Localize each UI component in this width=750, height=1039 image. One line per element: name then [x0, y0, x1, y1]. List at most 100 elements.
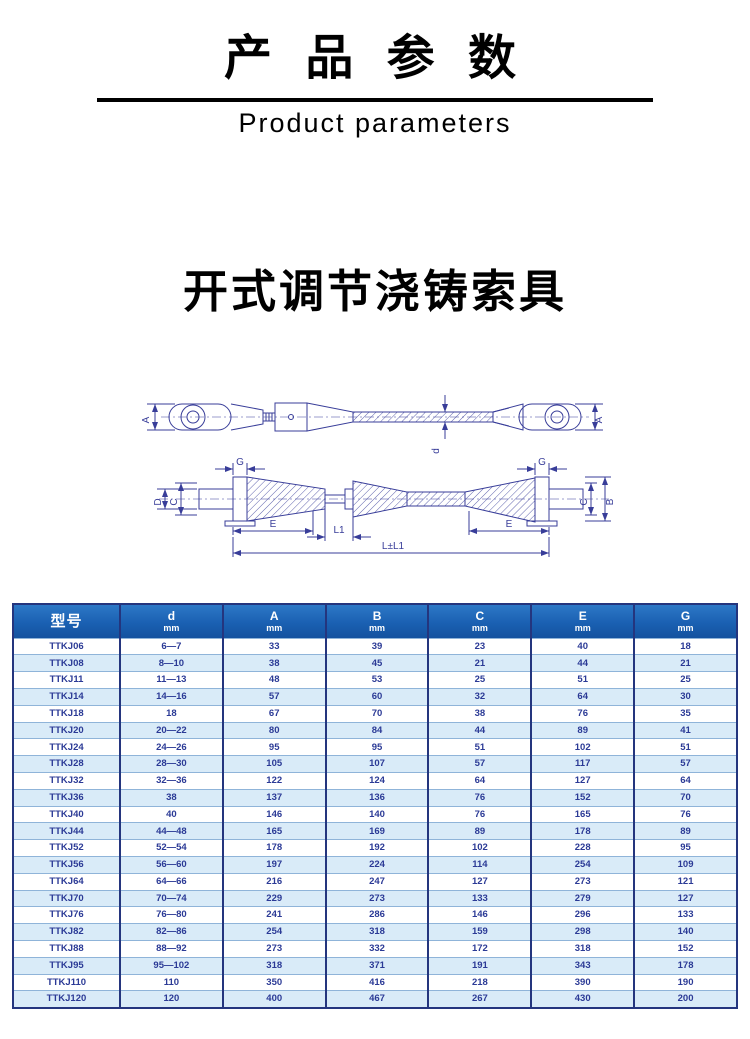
value-cell: 64—66 — [118, 872, 223, 891]
value-cell: 80 — [221, 721, 326, 739]
product-title: 开式调节浇铸索具 — [182, 265, 567, 317]
value-cell: 279 — [530, 889, 635, 907]
value-cell: 120 — [118, 990, 223, 1009]
col-header-e: E mm — [530, 603, 635, 639]
dim-label-g-left: G — [236, 457, 244, 468]
value-cell: 121 — [633, 872, 737, 891]
value-cell: 44—48 — [118, 822, 223, 840]
value-cell: 152 — [633, 939, 737, 958]
model-cell: TTKJ24 — [13, 738, 120, 756]
table-header-row: 型号 d mm A mm B mm C — [13, 603, 737, 639]
value-cell: 38 — [427, 704, 532, 723]
value-cell: 24—26 — [118, 738, 223, 756]
value-cell: 254 — [530, 855, 635, 874]
model-cell: TTKJ120 — [13, 990, 120, 1009]
value-cell: 228 — [530, 839, 635, 857]
value-cell: 146 — [427, 906, 532, 924]
value-cell: 52—54 — [118, 839, 223, 857]
value-cell: 38 — [221, 654, 326, 672]
value-cell: 191 — [427, 956, 532, 975]
value-cell: 178 — [530, 822, 635, 840]
table-row: TTKJ36 38 137 136 76 152 70 — [13, 788, 737, 807]
value-cell: 25 — [427, 671, 532, 689]
table-row: TTKJ70 70—74 229 273 133 279 127 — [13, 889, 737, 907]
table-row: TTKJ24 24—26 95 95 51 102 51 — [13, 738, 737, 756]
col-header-c: C mm — [427, 603, 532, 639]
value-cell: 197 — [221, 855, 326, 874]
spec-table-body: TTKJ06 6—7 33 39 23 40 18 TTKJ08 8—10 38 45 21 44 21 T… — [13, 637, 737, 1009]
value-cell: 216 — [221, 872, 326, 891]
value-cell: 6—7 — [118, 637, 223, 655]
value-cell: 32 — [427, 687, 532, 706]
right-eye — [518, 403, 582, 431]
col-header-b: B mm — [324, 603, 429, 639]
value-cell: 254 — [221, 923, 326, 941]
col-header-a: A mm — [221, 603, 326, 639]
value-cell: 64 — [633, 771, 737, 790]
value-cell: 146 — [221, 805, 326, 823]
value-cell: 140 — [633, 923, 737, 941]
value-cell: 124 — [324, 771, 429, 790]
value-cell: 140 — [324, 805, 429, 823]
right-jaw — [548, 488, 584, 510]
model-cell: TTKJ82 — [13, 923, 120, 941]
value-cell: 152 — [530, 788, 635, 807]
model-cell: TTKJ06 — [13, 637, 120, 655]
col-header-d: d mm — [118, 603, 223, 639]
model-cell: TTKJ70 — [13, 889, 120, 907]
value-cell: 371 — [324, 956, 429, 975]
value-cell: 39 — [324, 637, 429, 655]
value-cell: 229 — [221, 889, 326, 907]
value-cell: 133 — [633, 906, 737, 924]
value-cell: 105 — [221, 755, 326, 773]
value-cell: 41 — [633, 721, 737, 739]
value-cell: 343 — [530, 956, 635, 975]
value-cell: 44 — [427, 721, 532, 739]
model-cell: TTKJ40 — [13, 805, 120, 823]
dim-label-a-left: A — [141, 416, 152, 423]
value-cell: 95 — [324, 738, 429, 756]
value-cell: 8—10 — [118, 654, 223, 672]
model-cell: TTKJ44 — [13, 822, 120, 840]
model-cell: TTKJ32 — [13, 771, 120, 790]
value-cell: 390 — [530, 973, 635, 991]
model-cell: TTKJ08 — [13, 654, 120, 672]
value-cell: 247 — [324, 872, 429, 891]
table-row: TTKJ120 120 400 467 267 430 200 — [13, 990, 737, 1009]
table-row: TTKJ14 14—16 57 60 32 64 30 — [13, 687, 737, 706]
value-cell: 64 — [427, 771, 532, 790]
value-cell: 218 — [427, 973, 532, 991]
value-cell: 224 — [324, 855, 429, 874]
value-cell: 241 — [221, 906, 326, 924]
value-cell: 84 — [324, 721, 429, 739]
value-cell: 416 — [324, 973, 429, 991]
value-cell: 332 — [324, 939, 429, 958]
value-cell: 467 — [324, 990, 429, 1009]
spec-table-section: 型号 d mm A mm B mm C — [12, 602, 738, 1010]
table-row: TTKJ08 8—10 38 45 21 44 21 — [13, 654, 737, 672]
value-cell: 11—13 — [118, 671, 223, 689]
value-cell: 57 — [221, 687, 326, 706]
col-header-model: 型号 — [13, 603, 120, 639]
table-row: TTKJ110 110 350 416 218 390 190 — [13, 973, 737, 991]
value-cell: 318 — [221, 956, 326, 975]
value-cell: 18 — [633, 637, 737, 655]
model-cell: TTKJ76 — [13, 906, 120, 924]
value-cell: 70 — [324, 704, 429, 723]
value-cell: 267 — [427, 990, 532, 1009]
value-cell: 273 — [324, 889, 429, 907]
value-cell: 45 — [324, 654, 429, 672]
value-cell: 76 — [427, 805, 532, 823]
value-cell: 32—36 — [118, 771, 223, 790]
value-cell: 40 — [530, 637, 635, 655]
value-cell: 14—16 — [118, 687, 223, 706]
page-subtitle: Product parameters — [238, 107, 512, 138]
value-cell: 38 — [118, 788, 223, 807]
value-cell: 318 — [530, 939, 635, 958]
value-cell: 70—74 — [118, 889, 223, 907]
value-cell: 67 — [221, 704, 326, 723]
value-cell: 296 — [530, 906, 635, 924]
value-cell: 88—92 — [118, 939, 223, 958]
value-cell: 76 — [427, 788, 532, 807]
